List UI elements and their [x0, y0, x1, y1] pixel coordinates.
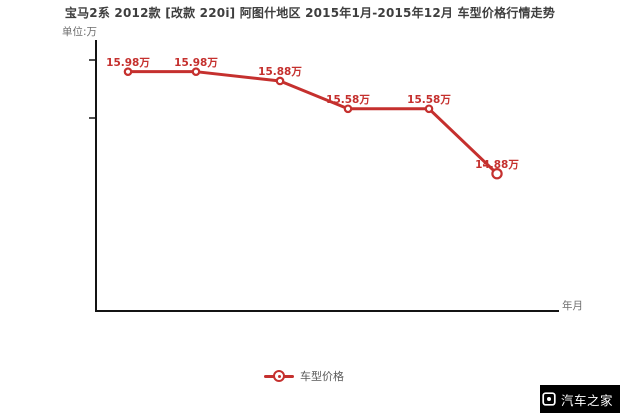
autohome-logo-icon: [542, 392, 556, 406]
point-value-label: 15.58万: [407, 93, 451, 106]
point-value-label: 15.98万: [174, 56, 218, 69]
point-value-label: 15.58万: [326, 93, 370, 106]
data-point-marker: [275, 76, 285, 86]
watermark-text: 汽车之家: [560, 392, 613, 408]
data-point-marker: [191, 67, 201, 76]
legend-label: 车型价格: [300, 370, 344, 383]
y-axis-unit-label: 单位:万: [62, 26, 98, 38]
point-value-label: 15.88万: [258, 65, 302, 78]
legend-line-marker-icon: [264, 369, 294, 383]
watermark-bar: 汽车之家: [540, 385, 620, 413]
legend-dot-icon: [277, 374, 281, 378]
legend-item-price[interactable]: 车型价格: [264, 368, 344, 384]
price-line: [126, 70, 499, 176]
data-point-marker: [491, 168, 503, 180]
x-axis-title: 年月: [562, 300, 583, 312]
data-point-marker: [424, 104, 434, 114]
point-value-label: 14.88万: [475, 158, 519, 171]
point-value-label: 15.98万: [106, 56, 150, 69]
chart-title: 宝马2系 2012款 [改款 220i] 阿图什地区 2015年1月-2015年…: [64, 6, 556, 20]
data-point-marker: [343, 104, 353, 114]
data-point-marker: [123, 67, 133, 76]
